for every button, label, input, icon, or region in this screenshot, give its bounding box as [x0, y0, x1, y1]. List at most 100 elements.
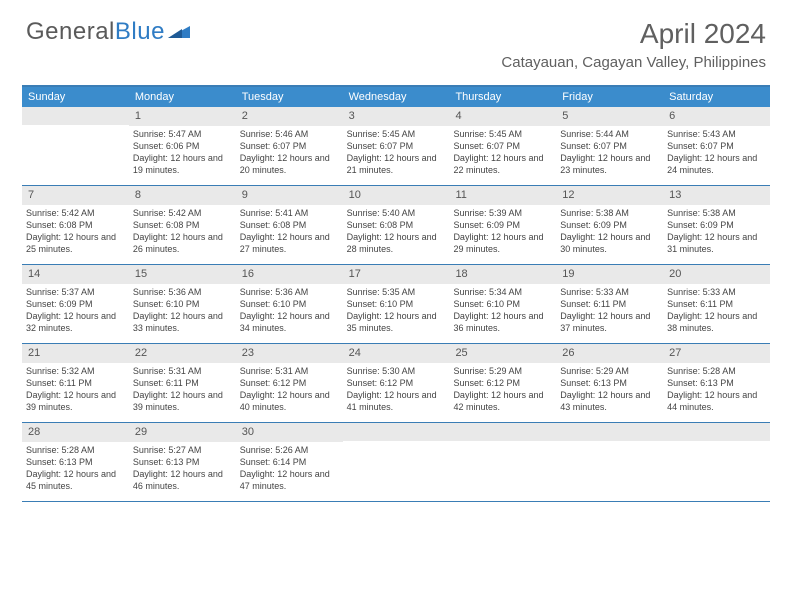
day-content: Sunrise: 5:36 AMSunset: 6:10 PMDaylight:… [129, 284, 236, 339]
day-content: Sunrise: 5:47 AMSunset: 6:06 PMDaylight:… [129, 126, 236, 181]
sunset-text: Sunset: 6:13 PM [560, 377, 659, 389]
sunrise-text: Sunrise: 5:39 AM [453, 207, 552, 219]
sunset-text: Sunset: 6:12 PM [240, 377, 339, 389]
day-content: Sunrise: 5:46 AMSunset: 6:07 PMDaylight:… [236, 126, 343, 181]
month-title: April 2024 [501, 18, 766, 50]
day-cell: 24Sunrise: 5:30 AMSunset: 6:12 PMDayligh… [343, 344, 450, 422]
sunset-text: Sunset: 6:10 PM [240, 298, 339, 310]
day-cell [663, 423, 770, 501]
week-row: 21Sunrise: 5:32 AMSunset: 6:11 PMDayligh… [22, 344, 770, 423]
daylight-text: Daylight: 12 hours and 44 minutes. [667, 389, 766, 413]
day-number: 3 [343, 107, 450, 126]
location-text: Catayauan, Cagayan Valley, Philippines [501, 54, 766, 71]
day-number: 29 [129, 423, 236, 442]
day-cell: 12Sunrise: 5:38 AMSunset: 6:09 PMDayligh… [556, 186, 663, 264]
sunset-text: Sunset: 6:10 PM [347, 298, 446, 310]
day-number: 23 [236, 344, 343, 363]
sunrise-text: Sunrise: 5:28 AM [667, 365, 766, 377]
day-number: 30 [236, 423, 343, 442]
day-cell: 26Sunrise: 5:29 AMSunset: 6:13 PMDayligh… [556, 344, 663, 422]
sunset-text: Sunset: 6:07 PM [347, 140, 446, 152]
day-content: Sunrise: 5:39 AMSunset: 6:09 PMDaylight:… [449, 205, 556, 260]
sunrise-text: Sunrise: 5:28 AM [26, 444, 125, 456]
daylight-text: Daylight: 12 hours and 33 minutes. [133, 310, 232, 334]
day-cell [449, 423, 556, 501]
day-content: Sunrise: 5:33 AMSunset: 6:11 PMDaylight:… [556, 284, 663, 339]
sunset-text: Sunset: 6:11 PM [560, 298, 659, 310]
sunset-text: Sunset: 6:08 PM [26, 219, 125, 231]
sunset-text: Sunset: 6:07 PM [453, 140, 552, 152]
daylight-text: Daylight: 12 hours and 22 minutes. [453, 152, 552, 176]
daylight-text: Daylight: 12 hours and 36 minutes. [453, 310, 552, 334]
day-cell: 23 Sunrise: 5:31 AMSunset: 6:12 PMDayligh… [236, 344, 343, 422]
sunset-text: Sunset: 6:07 PM [560, 140, 659, 152]
weekday-header: Thursday [449, 87, 556, 107]
page-header: GeneralBlue April 2024 Catayauan, Cagaya… [0, 0, 792, 77]
sunrise-text: Sunrise: 5:38 AM [667, 207, 766, 219]
week-row: 7Sunrise: 5:42 AMSunset: 6:08 PMDaylight… [22, 186, 770, 265]
day-cell: 19Sunrise: 5:33 AMSunset: 6:11 PMDayligh… [556, 265, 663, 343]
weekday-header-row: Sunday Monday Tuesday Wednesday Thursday… [22, 87, 770, 107]
day-cell: 13Sunrise: 5:38 AMSunset: 6:09 PMDayligh… [663, 186, 770, 264]
day-content: Sunrise: 5:42 AMSunset: 6:08 PMDaylight:… [22, 205, 129, 260]
header-right: April 2024 Catayauan, Cagayan Valley, Ph… [501, 18, 766, 71]
sunset-text: Sunset: 6:09 PM [667, 219, 766, 231]
sunset-text: Sunset: 6:11 PM [133, 377, 232, 389]
day-number: 6 [663, 107, 770, 126]
day-number: 28 [22, 423, 129, 442]
sunrise-text: Sunrise: 5:40 AM [347, 207, 446, 219]
sunrise-text: Sunrise: 5:33 AM [560, 286, 659, 298]
day-cell: 3Sunrise: 5:45 AMSunset: 6:07 PMDaylight… [343, 107, 450, 185]
day-number: 7 [22, 186, 129, 205]
sunrise-text: Sunrise: 5:27 AM [133, 444, 232, 456]
day-cell: 9Sunrise: 5:41 AMSunset: 6:08 PMDaylight… [236, 186, 343, 264]
day-cell [556, 423, 663, 501]
day-cell: 28Sunrise: 5:28 AMSunset: 6:13 PMDayligh… [22, 423, 129, 501]
sunset-text: Sunset: 6:12 PM [453, 377, 552, 389]
day-number: 16 [236, 265, 343, 284]
sunrise-text: Sunrise: 5:32 AM [26, 365, 125, 377]
day-cell [22, 107, 129, 185]
day-cell: 2Sunrise: 5:46 AMSunset: 6:07 PMDaylight… [236, 107, 343, 185]
day-number: 4 [449, 107, 556, 126]
day-cell: 8Sunrise: 5:42 AMSunset: 6:08 PMDaylight… [129, 186, 236, 264]
day-content: Sunrise: 5:35 AMSunset: 6:10 PMDaylight:… [343, 284, 450, 339]
day-content: Sunrise: 5:32 AMSunset: 6:11 PMDaylight:… [22, 363, 129, 418]
day-cell: 16Sunrise: 5:36 AMSunset: 6:10 PMDayligh… [236, 265, 343, 343]
daylight-text: Daylight: 12 hours and 19 minutes. [133, 152, 232, 176]
sunrise-text: Sunrise: 5:45 AM [347, 128, 446, 140]
day-number: 13 [663, 186, 770, 205]
sunrise-text: Sunrise: 5:43 AM [667, 128, 766, 140]
day-number: 26 [556, 344, 663, 363]
day-cell: 18Sunrise: 5:34 AMSunset: 6:10 PMDayligh… [449, 265, 556, 343]
day-number: 2 [236, 107, 343, 126]
day-number-empty [343, 423, 450, 441]
sunrise-text: Sunrise: 5:30 AM [347, 365, 446, 377]
sunrise-text: Sunrise: 5:31 AM [133, 365, 232, 377]
sunrise-text: Sunrise: 5:31 AM [240, 365, 339, 377]
day-number: 24 [343, 344, 450, 363]
weekday-header: Saturday [663, 87, 770, 107]
day-content: Sunrise: 5:34 AMSunset: 6:10 PMDaylight:… [449, 284, 556, 339]
day-cell: 25Sunrise: 5:29 AMSunset: 6:12 PMDayligh… [449, 344, 556, 422]
daylight-text: Daylight: 12 hours and 23 minutes. [560, 152, 659, 176]
daylight-text: Daylight: 12 hours and 37 minutes. [560, 310, 659, 334]
week-row: 14Sunrise: 5:37 AMSunset: 6:09 PMDayligh… [22, 265, 770, 344]
day-cell: 6Sunrise: 5:43 AMSunset: 6:07 PMDaylight… [663, 107, 770, 185]
sunset-text: Sunset: 6:09 PM [26, 298, 125, 310]
daylight-text: Daylight: 12 hours and 32 minutes. [26, 310, 125, 334]
sunset-text: Sunset: 6:08 PM [240, 219, 339, 231]
day-content: Sunrise: 5:33 AMSunset: 6:11 PMDaylight:… [663, 284, 770, 339]
sunrise-text: Sunrise: 5:35 AM [347, 286, 446, 298]
daylight-text: Daylight: 12 hours and 40 minutes. [240, 389, 339, 413]
day-cell: 30Sunrise: 5:26 AMSunset: 6:14 PMDayligh… [236, 423, 343, 501]
sunset-text: Sunset: 6:09 PM [560, 219, 659, 231]
day-number-empty [449, 423, 556, 441]
weeks-container: 1Sunrise: 5:47 AMSunset: 6:06 PMDaylight… [22, 107, 770, 502]
logo-text-general: General [26, 18, 115, 46]
day-content: Sunrise: 5:38 AMSunset: 6:09 PMDaylight:… [556, 205, 663, 260]
day-cell: 17Sunrise: 5:35 AMSunset: 6:10 PMDayligh… [343, 265, 450, 343]
day-content: Sunrise: 5:28 AMSunset: 6:13 PMDaylight:… [663, 363, 770, 418]
day-content: Sunrise: 5:28 AMSunset: 6:13 PMDaylight:… [22, 442, 129, 497]
sunset-text: Sunset: 6:07 PM [667, 140, 766, 152]
